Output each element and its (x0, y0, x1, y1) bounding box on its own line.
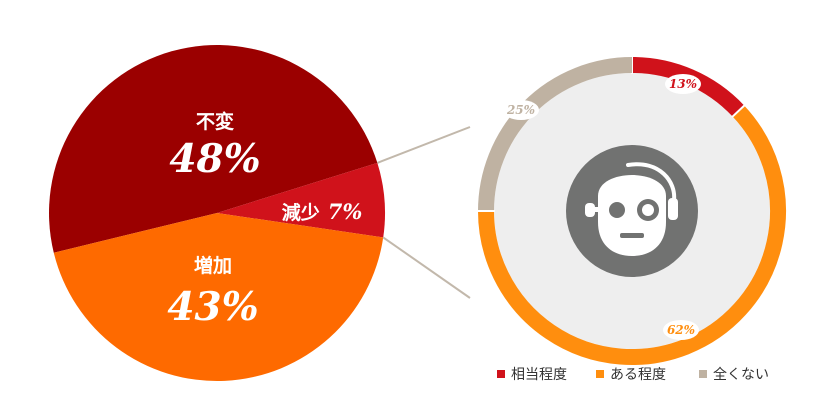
donut-segment (478, 105, 786, 365)
robot-left-ear (585, 203, 595, 217)
robot-right-eye-pupil (642, 204, 654, 216)
donut-percent-label: 13% (669, 77, 697, 91)
robot-icon (566, 145, 698, 277)
robot-mouth (620, 233, 644, 238)
slice-percent-label: 48% (169, 136, 260, 182)
slice-percent-label: 43% (167, 284, 258, 330)
connector-line-top (376, 126, 471, 164)
robot-antenna-arc (626, 162, 677, 202)
chart-legend: 相当程度 ある程度 全くない (497, 366, 769, 383)
donut-separator (731, 104, 746, 118)
pie-chart: 不変 48% 減少 7% 増加 43% (49, 45, 386, 382)
pie-slice (53, 213, 384, 382)
connector-lines (376, 126, 471, 299)
donut-percent-label: 62% (667, 323, 695, 337)
slice-category-label: 不変 (196, 110, 234, 133)
legend-label: 相当程度 (511, 367, 567, 383)
slice-percent-label: 7% (328, 199, 363, 224)
slice-category-label: 減少 (282, 201, 320, 224)
slice-category-label: 増加 (194, 254, 232, 277)
robot-head-shape (598, 175, 666, 256)
donut-label-badge (503, 100, 539, 120)
legend-swatch (497, 370, 505, 378)
legend-swatch (699, 370, 707, 378)
pie-slice (49, 45, 378, 253)
legend-label: 全くない (713, 366, 769, 383)
donut-label-badge (665, 74, 701, 94)
legend-label: ある程度 (610, 367, 666, 383)
robot-right-ear (668, 198, 678, 220)
donut-percent-label: 25% (506, 103, 535, 117)
pie-slice (217, 162, 386, 238)
robot-ear-connector (592, 207, 600, 212)
slice-label-group: 減少 7% (282, 199, 363, 224)
donut-label-badge (663, 320, 699, 340)
robot-left-eye (609, 202, 625, 218)
connector-line-bottom (382, 236, 471, 299)
legend-swatch (596, 370, 604, 378)
